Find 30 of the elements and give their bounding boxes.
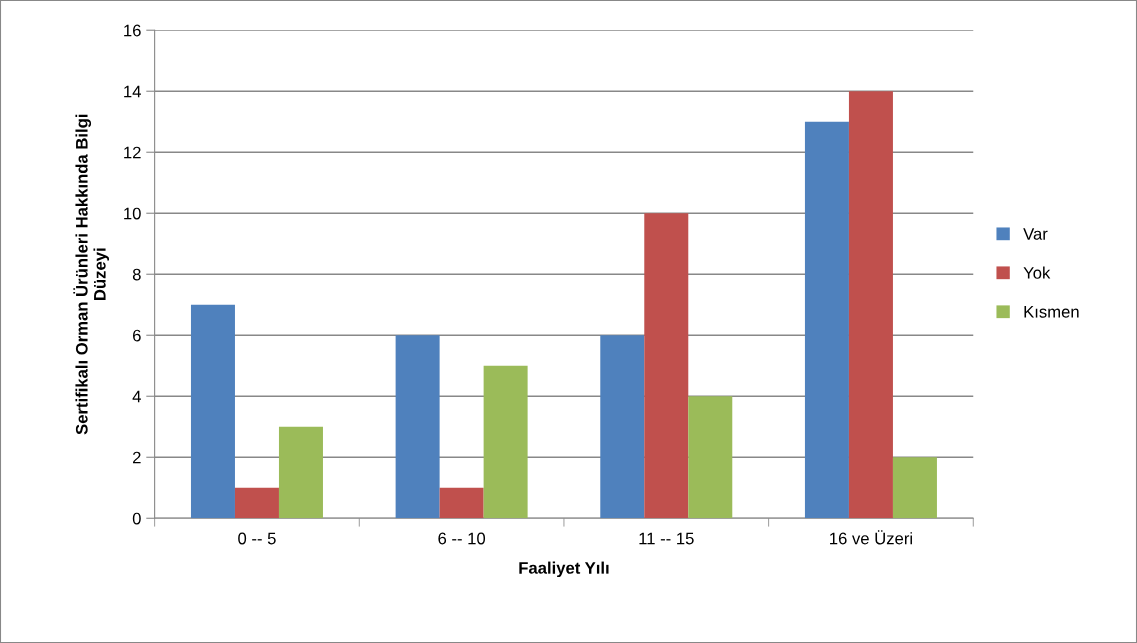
y-tick-label: 0 [132,512,141,525]
bar [234,487,279,519]
bar [439,487,484,519]
y-tick-label: 6 [133,329,141,342]
bar [483,365,528,519]
y-tick-label: 12 [124,146,141,159]
x-axis-title: Faaliyet Yılı [519,561,609,578]
bar [848,91,893,519]
x-tick-label: 0 -- 5 [238,532,276,545]
legend-label: Var [1023,228,1048,240]
legend-label: Kısmen [1024,306,1079,318]
y-tick-label: 10 [124,207,141,220]
y-tick-label: 2 [133,451,141,464]
x-tick-label: 11 -- 15 [639,532,694,545]
legend-label: Yok [1023,266,1051,279]
y-tick-label: 8 [132,268,141,281]
bar [688,396,733,519]
y-tick-label: 16 [124,24,141,37]
x-tick-label: 6 -- 10 [438,532,486,545]
bar [190,304,235,519]
bar [892,457,937,519]
bar [278,426,323,519]
bar [804,121,849,519]
bar [644,213,689,519]
y-axis-title: Sertifikalı Orman Ürünleri Hakkında Bilgi Düzeyi [73,114,110,435]
bar [395,335,440,519]
x-tick-label: 16 ve Üzeri [830,530,912,545]
bar [600,335,645,519]
y-tick-label: 14 [124,85,141,98]
y-tick-label: 4 [132,390,141,403]
